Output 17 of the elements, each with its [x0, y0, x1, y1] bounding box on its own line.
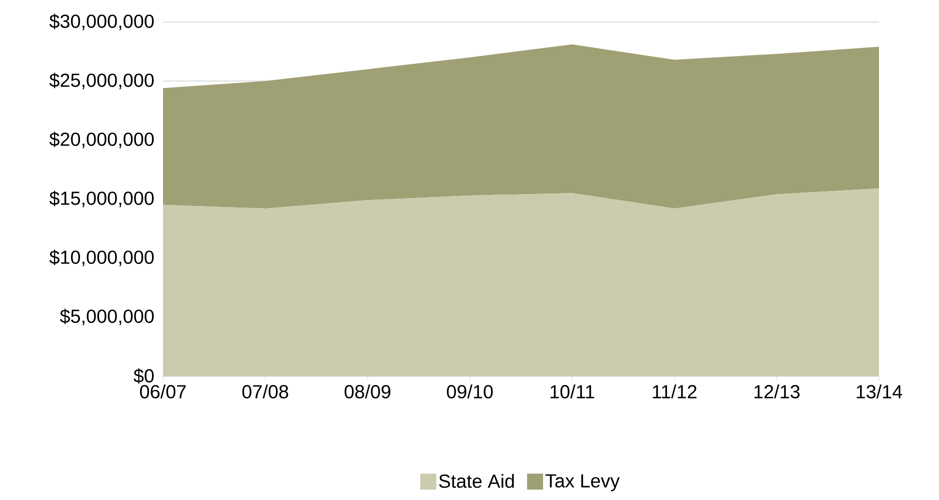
y-tick-label: $5,000,000: [60, 308, 154, 326]
legend-label: State Aid: [439, 474, 514, 488]
y-tick-label: $25,000,000: [49, 72, 154, 90]
y-tick-label: $30,000,000: [49, 14, 154, 30]
x-tick-label: 13/14: [856, 384, 902, 398]
y-tick-label: $15,000,000: [49, 190, 154, 208]
x-tick-label: 10/11: [550, 384, 594, 398]
x-tick-label: 09/10: [446, 384, 493, 398]
x-tick-label: 07/08: [242, 384, 288, 398]
x-tick-label: 08/09: [344, 384, 390, 398]
x-tick-label: 11/12: [652, 384, 696, 398]
y-tick-label: $10,000,000: [49, 250, 154, 266]
y-tick-label: $20,000,000: [49, 132, 154, 148]
legend-label: Tax Levy: [545, 474, 620, 492]
x-tick-label: 06/07: [140, 384, 186, 398]
x-tick-label: 12/13: [754, 384, 800, 398]
y-tick-label: $0: [134, 368, 154, 384]
